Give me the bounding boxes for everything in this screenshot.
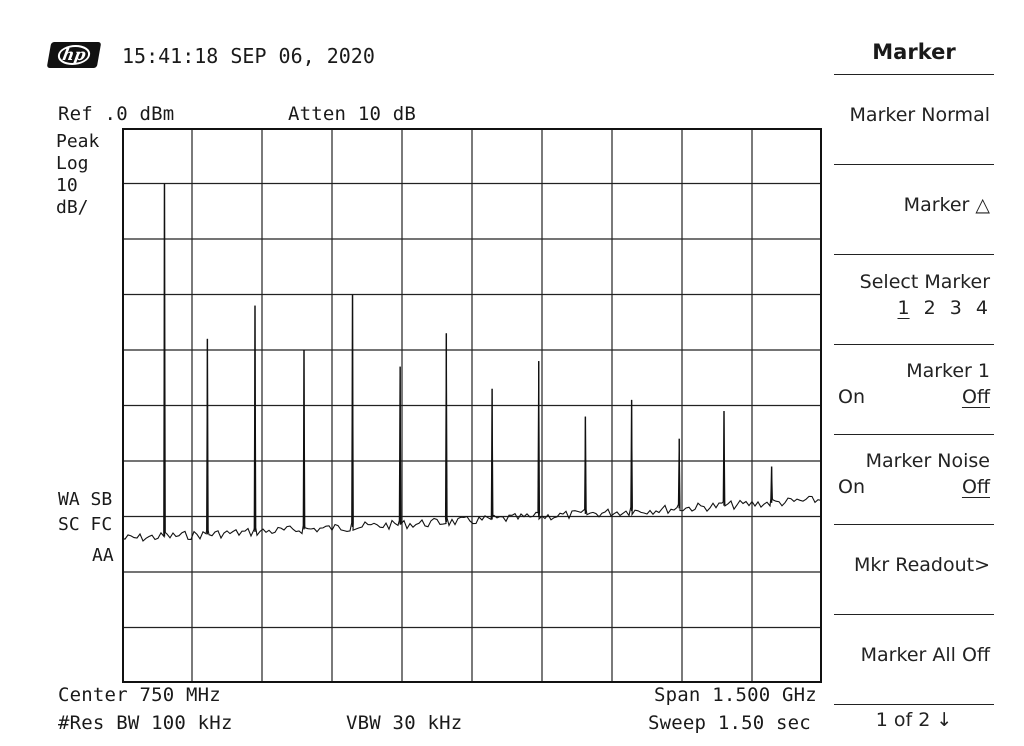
spectrum-trace-group <box>122 183 822 542</box>
indicator-sc-fc: SC FC <box>58 514 113 535</box>
attenuation: Atten 10 dB <box>288 103 417 125</box>
scale-unit: dB/ <box>56 197 89 218</box>
select-marker-numbers: 1 2 3 4 <box>897 297 988 319</box>
select-marker-softkey[interactable]: Select Marker 1 2 3 4 <box>834 256 994 342</box>
graticule-grid <box>122 128 822 683</box>
marker-delta-label: Marker △ <box>903 194 990 216</box>
detector-mode: Peak <box>56 131 100 152</box>
date-time: 15:41:18 SEP 06, 2020 <box>122 44 375 68</box>
marker-1-off: Off <box>961 386 990 408</box>
spectrum-trace <box>122 183 822 542</box>
marker-normal-softkey[interactable]: Marker Normal <box>834 76 994 162</box>
marker-normal-label: Marker Normal <box>849 104 990 126</box>
select-marker-label: Select Marker <box>859 271 990 293</box>
center-frequency: Center 750 MHz <box>58 684 221 706</box>
reference-level: Ref .0 dBm <box>58 103 175 125</box>
marker-noise-softkey[interactable]: Marker Noise On Off <box>834 436 994 522</box>
marker-number-3: 3 <box>949 297 962 319</box>
softkey-divider <box>834 614 994 615</box>
softkey-divider <box>834 524 994 525</box>
marker-all-off-softkey[interactable]: Marker All Off <box>834 616 994 702</box>
mkr-readout-label: Mkr Readout> <box>853 554 990 576</box>
softkey-divider <box>834 344 994 345</box>
marker-1-softkey[interactable]: Marker 1 On Off <box>834 346 994 432</box>
resolution-bandwidth: #Res BW 100 kHz <box>58 712 233 734</box>
menu-page-label: 1 of 2 ↓ <box>875 709 953 731</box>
hp-logo: hp <box>46 42 102 68</box>
softkey-divider <box>834 704 994 705</box>
softkey-panel: Marker Marker Normal Marker △ Select Mar… <box>832 30 996 746</box>
marker-1-label: Marker 1 <box>906 360 990 382</box>
scale-type: Log <box>56 153 89 174</box>
softkey-divider <box>834 74 994 75</box>
softkey-divider <box>834 434 994 435</box>
marker-delta-softkey[interactable]: Marker △ <box>834 166 994 252</box>
softkey-divider <box>834 164 994 165</box>
frequency-span: Span 1.500 GHz <box>654 684 817 706</box>
softkey-divider <box>834 254 994 255</box>
mkr-readout-softkey[interactable]: Mkr Readout> <box>834 526 994 612</box>
marker-noise-label: Marker Noise <box>865 450 990 472</box>
marker-noise-off: Off <box>961 476 990 498</box>
marker-all-off-label: Marker All Off <box>860 644 990 666</box>
sweep-time: Sweep 1.50 sec <box>648 712 811 734</box>
hp-logo-text: hp <box>55 45 93 65</box>
marker-1-on: On <box>838 386 865 408</box>
indicator-wa-sb: WA SB <box>58 489 113 510</box>
marker-number-4: 4 <box>975 297 988 319</box>
menu-page-indicator[interactable]: 1 of 2 ↓ <box>834 706 994 742</box>
video-bandwidth: VBW 30 kHz <box>346 712 463 734</box>
spectrum-display <box>122 128 822 683</box>
softkey-menu-title: Marker <box>872 40 956 64</box>
indicator-aa: AA <box>92 545 114 566</box>
marker-number-1: 1 <box>897 297 910 319</box>
marker-noise-on: On <box>838 476 865 498</box>
marker-number-2: 2 <box>923 297 936 319</box>
scale-value: 10 <box>56 175 78 196</box>
graticule-border <box>122 128 822 683</box>
